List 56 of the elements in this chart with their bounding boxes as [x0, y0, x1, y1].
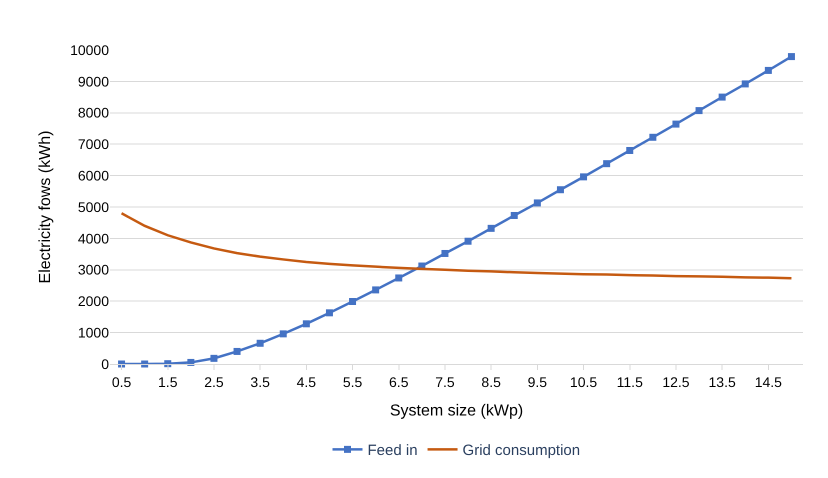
x-tick-label: 5.5 — [342, 374, 362, 390]
point — [672, 120, 680, 128]
y-tick-label: 2000 — [78, 293, 110, 310]
y-tick-label: 3000 — [78, 262, 110, 278]
y-tick-label: 6000 — [78, 168, 110, 184]
y-tick-label: 0 — [101, 356, 110, 372]
point — [234, 348, 241, 355]
x-tick-label: 9.5 — [528, 374, 548, 390]
point — [441, 250, 448, 257]
x-tick-label: 10.5 — [570, 374, 598, 390]
x-tick-label: 14.5 — [754, 374, 782, 390]
point — [302, 320, 310, 328]
point — [395, 274, 402, 282]
x-tick-label: 11.5 — [616, 374, 644, 390]
point — [718, 94, 726, 101]
y-tick-label: 4000 — [78, 230, 110, 246]
point — [488, 224, 495, 232]
legend-label: Grid consumption — [462, 442, 580, 460]
y-tick-label: 10000 — [70, 42, 110, 58]
point — [210, 354, 218, 362]
y-tick-label: 7000 — [78, 136, 110, 152]
point — [256, 340, 264, 347]
x-tick-label: 3.5 — [250, 374, 270, 390]
point — [534, 199, 541, 206]
point — [372, 286, 380, 294]
legend-label: Feed in — [368, 442, 418, 460]
y-tick-label: 8000 — [78, 104, 110, 121]
point — [280, 330, 287, 338]
point — [696, 107, 703, 114]
y-tick-label: 1000 — [78, 324, 110, 340]
line-series — [120, 212, 793, 280]
point — [556, 186, 564, 194]
point — [764, 66, 772, 74]
x-tick-label: 1.5 — [158, 374, 178, 390]
y-axis-title: Electricity fows (kWh) — [36, 130, 54, 284]
point — [464, 238, 472, 245]
point — [603, 160, 610, 168]
y-tick-label: 5000 — [78, 198, 110, 215]
y-tick-label: 9000 — [78, 73, 110, 90]
x-tick-label: 0.5 — [112, 374, 132, 390]
point — [326, 309, 333, 316]
point — [788, 53, 795, 60]
x-axis-title: System size (kWp) — [390, 402, 524, 420]
point — [510, 212, 518, 219]
x-tick-label: 8.5 — [481, 374, 502, 390]
point — [580, 173, 588, 180]
x-tick-label: 6.5 — [389, 374, 409, 390]
x-tick-label: 7.5 — [435, 374, 455, 390]
x-tick-label: 12.5 — [662, 374, 690, 390]
point — [626, 146, 634, 154]
point — [742, 80, 749, 88]
x-tick-label: 2.5 — [204, 374, 224, 390]
x-tick-label: 4.5 — [296, 374, 316, 390]
point — [649, 134, 656, 141]
x-tick-label: 13.5 — [708, 374, 736, 390]
point — [349, 298, 356, 306]
